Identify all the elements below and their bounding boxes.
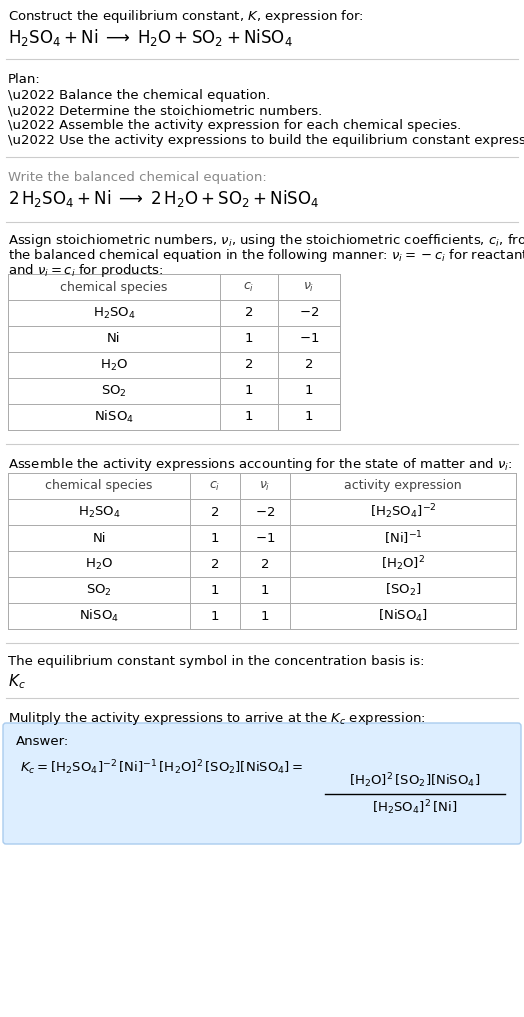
Text: \u2022 Balance the chemical equation.: \u2022 Balance the chemical equation.	[8, 89, 270, 102]
Text: 1: 1	[305, 411, 313, 423]
Text: 1: 1	[245, 411, 253, 423]
Text: activity expression: activity expression	[344, 479, 462, 492]
Text: $\mathrm{H_2SO_4}$: $\mathrm{H_2SO_4}$	[93, 305, 135, 320]
Text: $\mathrm{2\,H_2SO_4 + Ni \;\longrightarrow\; 2\,H_2O + SO_2 + NiSO_4}$: $\mathrm{2\,H_2SO_4 + Ni \;\longrightarr…	[8, 188, 320, 210]
Text: Write the balanced chemical equation:: Write the balanced chemical equation:	[8, 171, 267, 184]
Text: 2: 2	[211, 505, 219, 519]
Text: $\mathrm{NiSO_4}$: $\mathrm{NiSO_4}$	[79, 608, 119, 624]
Text: 2: 2	[245, 359, 253, 371]
Text: $\mathrm{SO_2}$: $\mathrm{SO_2}$	[86, 583, 112, 598]
Text: 1: 1	[261, 584, 269, 597]
Text: 1: 1	[261, 609, 269, 622]
Text: $c_i$: $c_i$	[243, 281, 255, 294]
Text: 1: 1	[245, 333, 253, 346]
Text: Answer:: Answer:	[16, 735, 69, 747]
Text: $K_c = [\mathrm{H_2SO_4}]^{-2}\,[\mathrm{Ni}]^{-1}\,[\mathrm{H_2O}]^{2}\,[\mathr: $K_c = [\mathrm{H_2SO_4}]^{-2}\,[\mathrm…	[20, 758, 303, 777]
Text: chemical species: chemical species	[60, 281, 168, 294]
Text: \u2022 Determine the stoichiometric numbers.: \u2022 Determine the stoichiometric numb…	[8, 104, 322, 117]
Text: Ni: Ni	[92, 532, 106, 544]
Text: 2: 2	[305, 359, 313, 371]
Text: $-2$: $-2$	[299, 306, 319, 319]
Text: $[\mathrm{H_2O}]^{2}$: $[\mathrm{H_2O}]^{2}$	[381, 554, 425, 574]
Text: $[\mathrm{H_2SO_4}]^{-2}$: $[\mathrm{H_2SO_4}]^{-2}$	[369, 502, 436, 522]
Text: $[\mathrm{SO_2}]$: $[\mathrm{SO_2}]$	[385, 582, 421, 598]
Text: Construct the equilibrium constant, $K$, expression for:: Construct the equilibrium constant, $K$,…	[8, 8, 364, 25]
Text: $-1$: $-1$	[299, 333, 319, 346]
Text: 1: 1	[211, 532, 219, 544]
Text: $\nu_i$: $\nu_i$	[259, 479, 271, 492]
Text: Assign stoichiometric numbers, $\nu_i$, using the stoichiometric coefficients, $: Assign stoichiometric numbers, $\nu_i$, …	[8, 232, 524, 249]
Text: chemical species: chemical species	[45, 479, 152, 492]
Text: and $\nu_i = c_i$ for products:: and $\nu_i = c_i$ for products:	[8, 262, 163, 279]
Text: $c_i$: $c_i$	[210, 479, 221, 492]
Text: \u2022 Use the activity expressions to build the equilibrium constant expression: \u2022 Use the activity expressions to b…	[8, 134, 524, 147]
Text: 1: 1	[211, 584, 219, 597]
Text: 2: 2	[261, 557, 269, 571]
Text: $-2$: $-2$	[255, 505, 275, 519]
Text: $\mathrm{H_2O}$: $\mathrm{H_2O}$	[85, 556, 113, 572]
Text: 1: 1	[305, 384, 313, 398]
Text: $\mathrm{H_2O}$: $\mathrm{H_2O}$	[100, 357, 128, 372]
Text: $-1$: $-1$	[255, 532, 275, 544]
Text: $[\mathrm{NiSO_4}]$: $[\mathrm{NiSO_4}]$	[378, 608, 428, 624]
Text: Ni: Ni	[107, 333, 121, 346]
Text: Plan:: Plan:	[8, 73, 41, 86]
Text: $\nu_i$: $\nu_i$	[303, 281, 315, 294]
FancyBboxPatch shape	[3, 723, 521, 844]
Text: $\mathrm{H_2SO_4 + Ni \;\longrightarrow\; H_2O + SO_2 + NiSO_4}$: $\mathrm{H_2SO_4 + Ni \;\longrightarrow\…	[8, 27, 293, 48]
Text: $\mathrm{H_2SO_4}$: $\mathrm{H_2SO_4}$	[78, 504, 121, 520]
Text: 1: 1	[211, 609, 219, 622]
Text: $[\mathrm{H_2SO_4}]^2\,[\mathrm{Ni}]$: $[\mathrm{H_2SO_4}]^2\,[\mathrm{Ni}]$	[373, 798, 457, 817]
Text: $[\mathrm{H_2O}]^2\,[\mathrm{SO_2}][\mathrm{NiSO_4}]$: $[\mathrm{H_2O}]^2\,[\mathrm{SO_2}][\mat…	[350, 771, 481, 790]
Text: 2: 2	[211, 557, 219, 571]
Text: $K_c$: $K_c$	[8, 672, 26, 691]
Text: $[\mathrm{Ni}]^{-1}$: $[\mathrm{Ni}]^{-1}$	[384, 529, 422, 547]
Text: 2: 2	[245, 306, 253, 319]
Text: Mulitply the activity expressions to arrive at the $K_c$ expression:: Mulitply the activity expressions to arr…	[8, 710, 426, 727]
Text: $\mathrm{SO_2}$: $\mathrm{SO_2}$	[101, 383, 127, 399]
Text: $\mathrm{NiSO_4}$: $\mathrm{NiSO_4}$	[94, 409, 134, 425]
Text: Assemble the activity expressions accounting for the state of matter and $\nu_i$: Assemble the activity expressions accoun…	[8, 456, 512, 473]
Text: \u2022 Assemble the activity expression for each chemical species.: \u2022 Assemble the activity expression …	[8, 119, 461, 132]
Text: 1: 1	[245, 384, 253, 398]
Text: the balanced chemical equation in the following manner: $\nu_i = -c_i$ for react: the balanced chemical equation in the fo…	[8, 247, 524, 264]
Text: The equilibrium constant symbol in the concentration basis is:: The equilibrium constant symbol in the c…	[8, 655, 424, 668]
